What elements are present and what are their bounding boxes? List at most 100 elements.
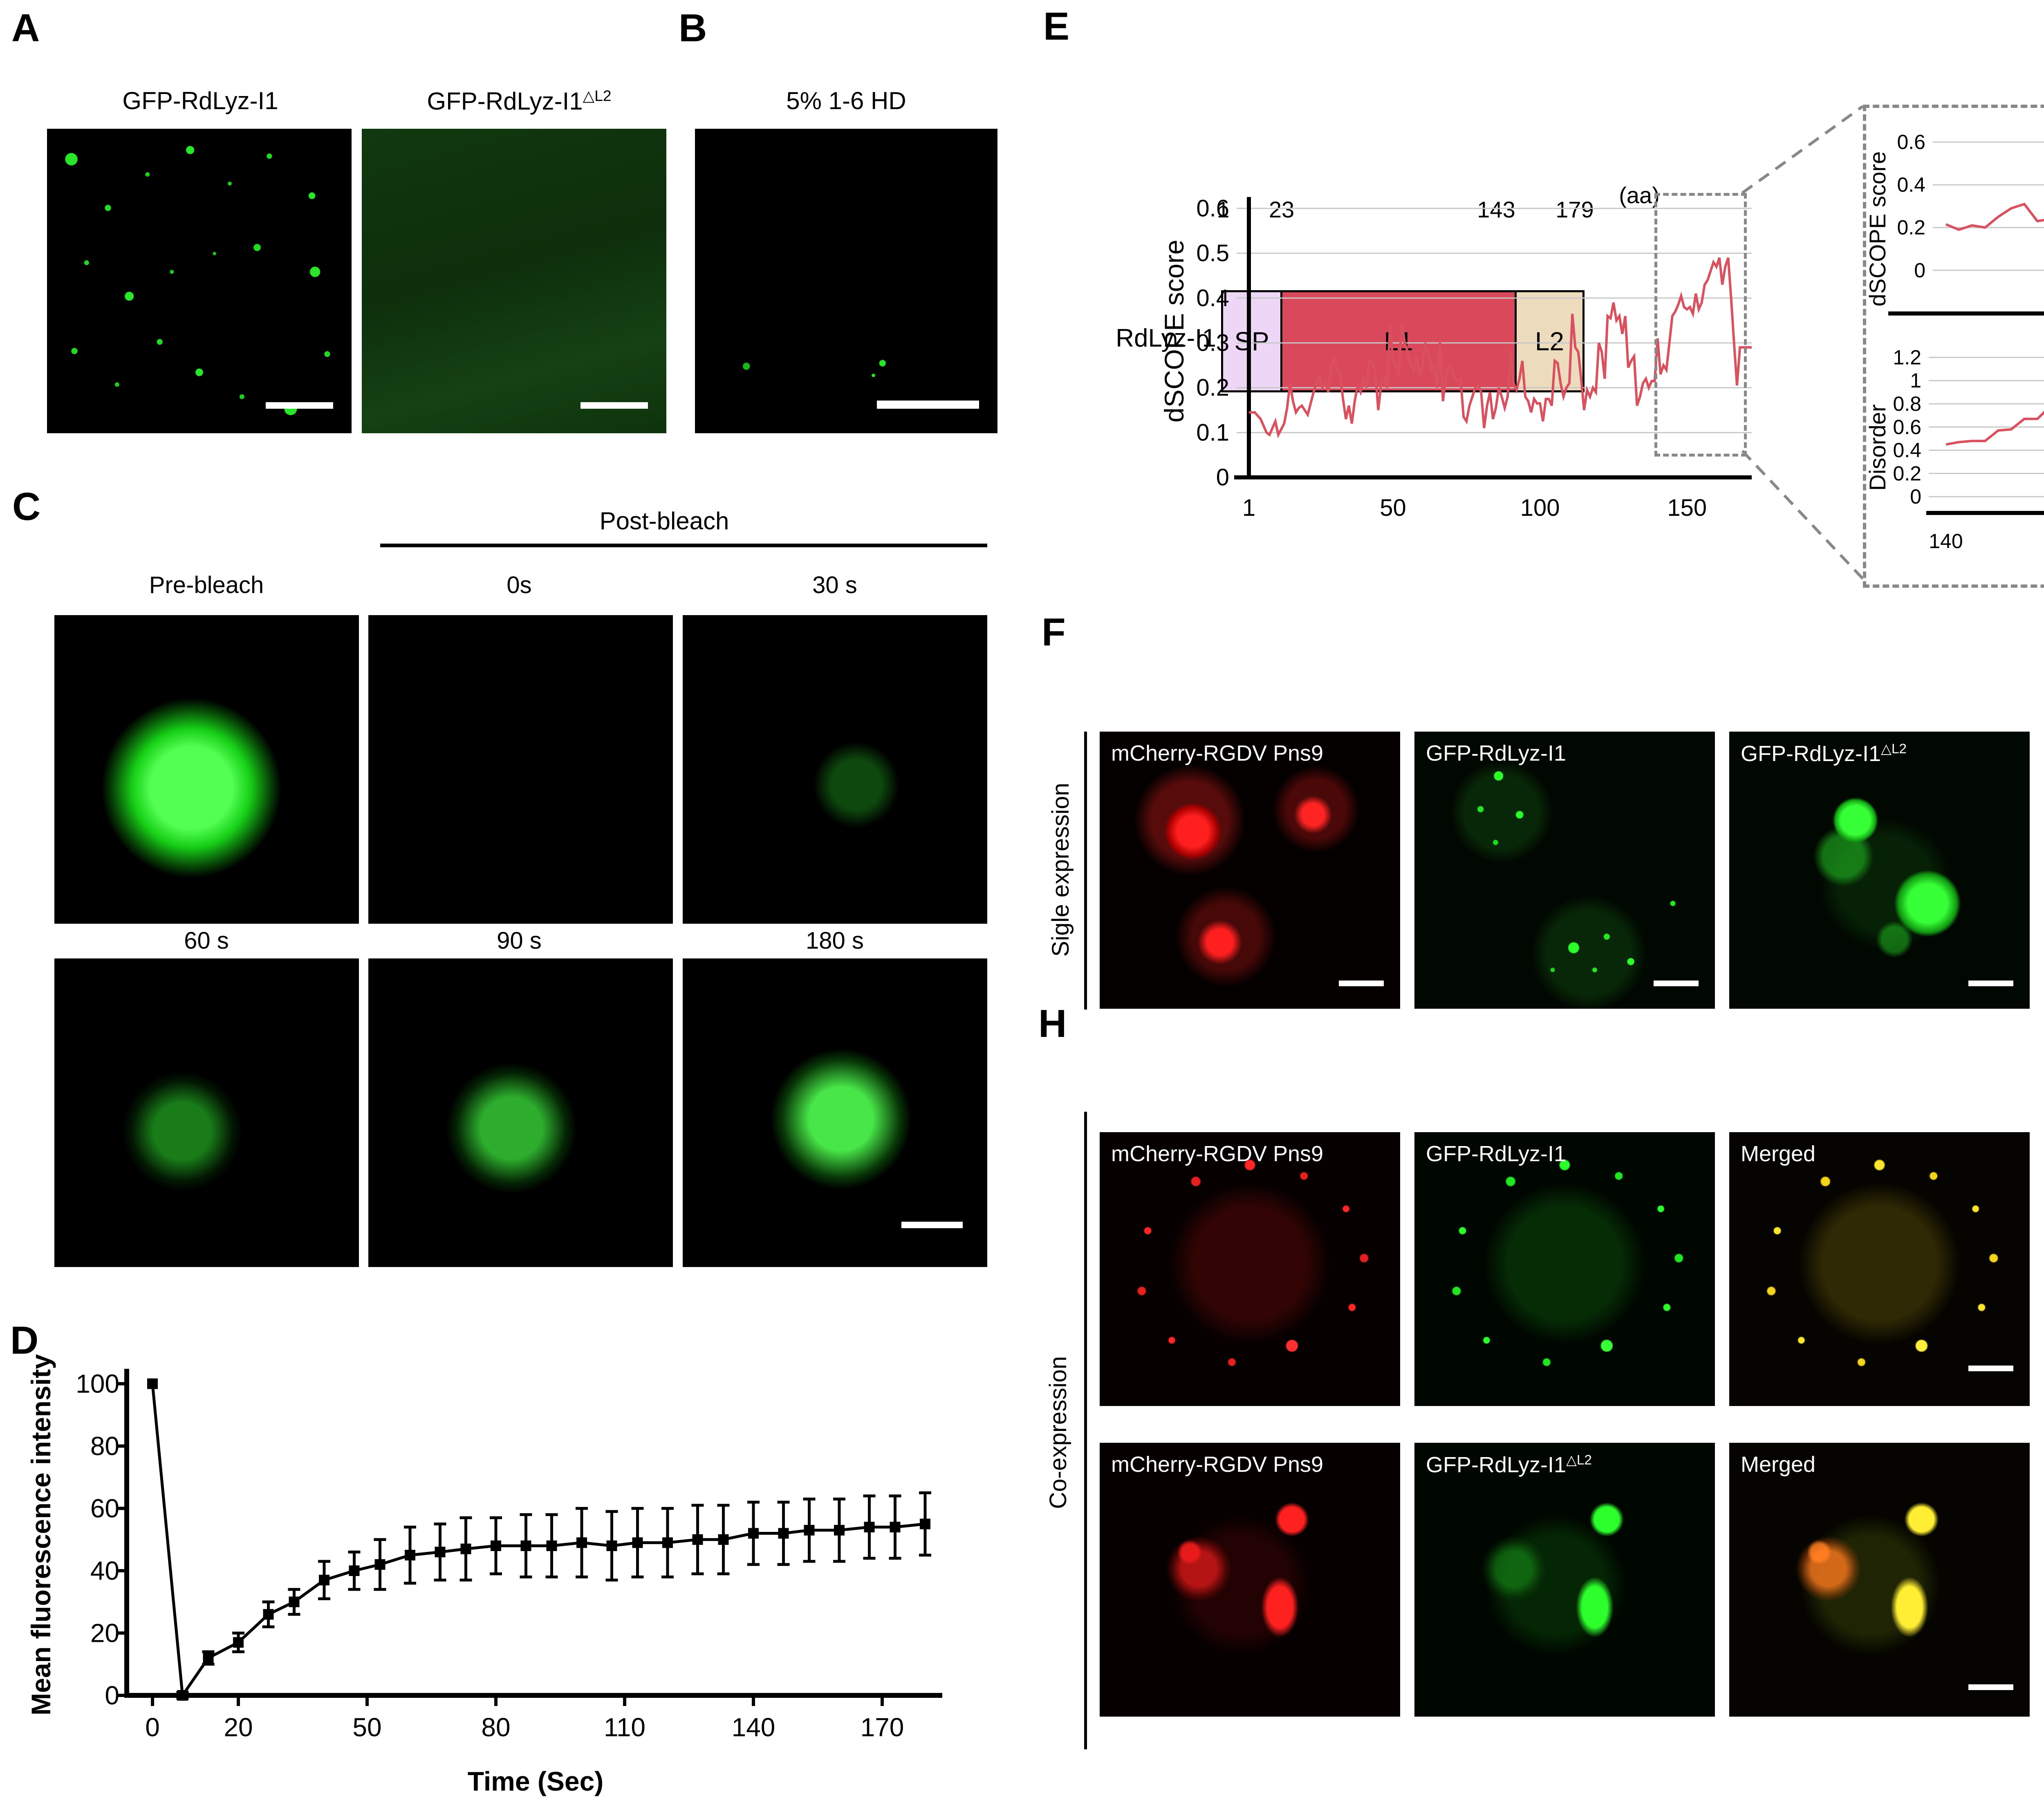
svg-text:0.3: 0.3 [1196, 329, 1229, 356]
row-bracket-line [1084, 732, 1087, 1010]
svg-text:0.2: 0.2 [1893, 462, 1921, 485]
frame-label-0s: 0s [507, 572, 532, 598]
panel-label-b: B [679, 6, 707, 50]
panel-a-title-2: GFP-RdLyz-I1△L2 [427, 87, 612, 115]
svg-text:50: 50 [1380, 495, 1406, 521]
frap-frame-prebleach [54, 615, 359, 924]
svg-text:0.6: 0.6 [1897, 131, 1925, 154]
micrograph-coexp-merged-row1: Merged [1729, 1132, 2030, 1406]
micrograph-coexp-gfp-row1: GFP-RdLyz-I1 [1414, 1132, 1715, 1406]
svg-text:170: 170 [861, 1713, 904, 1742]
zoom-region-box [1654, 193, 1747, 457]
svg-text:110: 110 [604, 1713, 645, 1742]
svg-text:0: 0 [1914, 259, 1925, 282]
micrograph-gfp-rdlyz-i1-droplets [47, 129, 352, 433]
micrograph-gfp-rdlyz-dl2-single: GFP-RdLyz-I1△L2 [1729, 732, 2030, 1009]
micrograph-coexp-mcherry-row1: mCherry-RGDV Pns9 [1100, 1132, 1400, 1406]
frap-frame-180s [683, 958, 987, 1267]
scale-bar [901, 1222, 963, 1228]
co-expression-label: Co-expression [1044, 1356, 1071, 1509]
disorder-zoom-plot: 00.20.40.60.811.2140150160170 [1885, 330, 2044, 565]
svg-text:150: 150 [1667, 495, 1707, 521]
dscope-score-plot: 0 0.1 0.2 0.3 0.4 0.5 0.6 1 50 100 150 [1157, 163, 1762, 540]
svg-text:0.6: 0.6 [1196, 195, 1229, 222]
single-expression-label: Sigle expression [1047, 783, 1074, 957]
svg-text:0.6: 0.6 [1893, 416, 1921, 439]
aa-tick-23: 23 [1269, 197, 1295, 222]
svg-text:20: 20 [224, 1713, 253, 1742]
svg-text:0: 0 [105, 1681, 119, 1710]
frap-frame-60s [54, 958, 359, 1267]
aa-tick-179: 179 [1555, 197, 1594, 222]
frame-label-30s: 30 s [812, 572, 857, 598]
panel-b-title: 5% 1-6 HD [786, 87, 906, 114]
svg-text:1.2: 1.2 [1893, 346, 1921, 369]
panel-label-e: E [1043, 4, 1070, 48]
domain-l2: L2 [1515, 290, 1585, 392]
svg-text:0: 0 [1910, 485, 1921, 508]
panel-a-title-1: GFP-RdLyz-I1 [122, 87, 278, 114]
post-bleach-title: Post-bleach [599, 507, 729, 535]
svg-text:0.2: 0.2 [1196, 374, 1229, 401]
svg-text:60: 60 [90, 1494, 119, 1523]
scale-bar [266, 402, 333, 409]
frap-frame-30s [683, 615, 987, 924]
scale-bar [1968, 981, 2013, 986]
frap-x-axis-label: Time (Sec) [467, 1766, 604, 1796]
svg-text:0.4: 0.4 [1897, 173, 1925, 196]
svg-text:80: 80 [481, 1713, 510, 1742]
svg-text:0: 0 [145, 1713, 160, 1742]
svg-text:1: 1 [1242, 495, 1255, 521]
aa-unit: (aa) [1619, 182, 1660, 208]
panel-label-h: H [1038, 1002, 1067, 1046]
svg-text:0.5: 0.5 [1196, 240, 1229, 266]
scale-bar [877, 401, 979, 409]
post-bleach-underline [380, 544, 987, 547]
frap-y-axis-label: Mean fluorescence intensity [26, 1354, 56, 1715]
domain-sp: SP [1221, 290, 1282, 392]
scale-bar [580, 402, 648, 409]
frap-frame-90s [368, 958, 673, 1267]
svg-text:0.4: 0.4 [1196, 285, 1229, 311]
svg-text:0.8: 0.8 [1893, 392, 1921, 415]
svg-text:20: 20 [90, 1619, 119, 1648]
micrograph-gfp-rdlyz-single: GFP-RdLyz-I1 [1414, 732, 1715, 1009]
svg-text:100: 100 [76, 1369, 119, 1399]
panel-label-c: C [12, 485, 41, 528]
svg-text:0.1: 0.1 [1196, 419, 1229, 446]
svg-text:140: 140 [732, 1713, 775, 1742]
svg-text:50: 50 [352, 1713, 381, 1742]
inset-divider [1888, 311, 2044, 316]
frame-label-prebleach: Pre-bleach [149, 572, 264, 598]
micrograph-hexanediol [695, 129, 997, 433]
frame-label-180s: 180 s [806, 927, 864, 954]
scale-bar [1968, 1684, 2013, 1690]
aa-tick-1: 1 [1217, 197, 1230, 222]
svg-text:80: 80 [90, 1431, 119, 1461]
svg-text:100: 100 [1520, 495, 1560, 521]
scale-bar [1654, 981, 1699, 986]
micrograph-gfp-rdlyz-i1-dl2-diffuse [362, 129, 666, 433]
protein-name: RdLyz-I1 [1116, 324, 1216, 352]
svg-text:0: 0 [1216, 464, 1229, 491]
panel-label-f: F [1042, 610, 1066, 654]
scale-bar [1968, 1366, 2013, 1371]
frap-frame-0s [368, 615, 673, 924]
panel-label-d: D [10, 1319, 39, 1362]
panel-label-a: A [11, 6, 40, 50]
micrograph-coexp-gfp-dl2-row2: GFP-RdLyz-I1△L2 [1414, 1443, 1715, 1717]
micrograph-coexp-merged-row2: Merged [1729, 1443, 2030, 1717]
micrograph-coexp-mcherry-row2: mCherry-RGDV Pns9 [1100, 1443, 1400, 1717]
dscope-zoom-plot: 0 0.2 0.4 0.6 [1885, 119, 2044, 302]
aa-tick-143: 143 [1477, 197, 1515, 222]
micrograph-mcherry-pns9-single: mCherry-RGDV Pns9 [1100, 732, 1400, 1009]
row-bracket-line [1084, 1112, 1087, 1749]
svg-text:0.2: 0.2 [1897, 216, 1925, 239]
svg-text:1: 1 [1910, 369, 1921, 392]
frame-label-60s: 60 s [184, 927, 229, 954]
frame-label-90s: 90 s [497, 927, 542, 954]
svg-text:140: 140 [1929, 530, 1963, 553]
svg-text:0.4: 0.4 [1893, 439, 1921, 462]
scale-bar [1339, 981, 1384, 986]
